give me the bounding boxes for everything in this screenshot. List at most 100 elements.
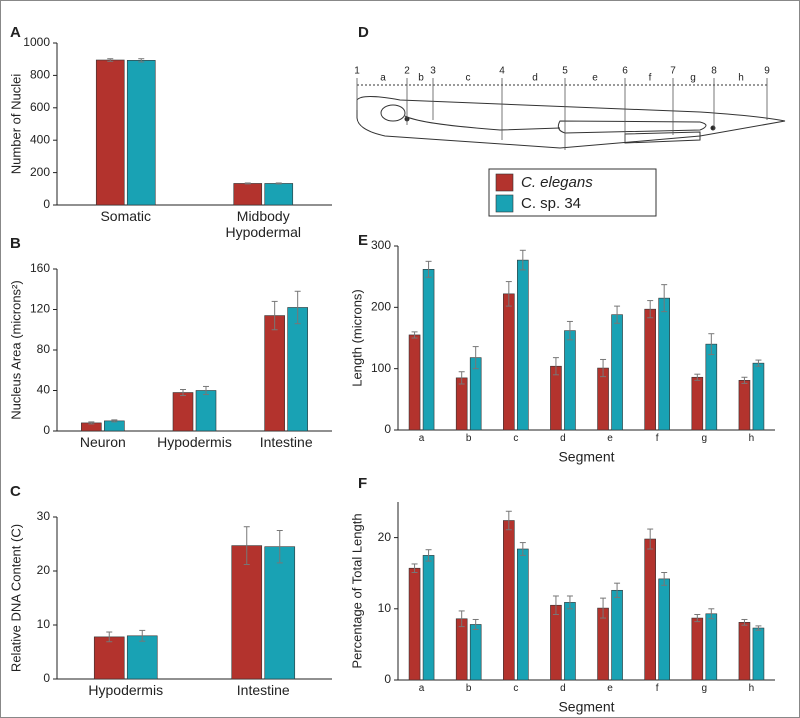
worm-body (356, 96, 786, 149)
bar (93, 636, 125, 680)
bar (195, 390, 217, 432)
x-axis-label: Segment (558, 449, 614, 465)
y-tick-label: 1000 (23, 35, 50, 49)
bar (611, 589, 623, 681)
bar (126, 60, 156, 206)
legend-box (488, 168, 657, 217)
boundary-label: 7 (670, 66, 676, 77)
error-bar (614, 582, 621, 598)
error-bar (505, 510, 512, 531)
bar (408, 567, 421, 681)
x-tick-label-box: g (701, 433, 708, 444)
segment-label: c (466, 73, 471, 84)
bar (264, 183, 294, 206)
panel-label: A (10, 24, 21, 41)
bar (644, 308, 656, 431)
x-tick-label: g (701, 683, 708, 694)
y-tick-label: 0 (43, 671, 50, 685)
bar (738, 380, 751, 431)
bar (231, 545, 263, 680)
error-bar (519, 542, 526, 556)
error-bar (600, 597, 607, 619)
x-tick-label-box: h (748, 683, 755, 694)
bar (752, 627, 765, 681)
error-bar (107, 58, 114, 62)
error-bar (294, 290, 301, 325)
legend-label: C. elegans (521, 174, 593, 191)
x-tick-label-box: h (748, 433, 755, 444)
x-tick-label: Midbody Hypodermal (225, 208, 301, 240)
x-tick-label: f (655, 683, 659, 694)
segment-label: f (649, 73, 652, 84)
error-bar (647, 528, 654, 550)
boundary-label: 5 (562, 66, 568, 77)
x-tick-label-box: b (466, 433, 472, 444)
x-tick-label: a (418, 433, 425, 444)
error-bar (552, 357, 559, 376)
bar (691, 376, 704, 431)
y-tick-label: 160 (30, 261, 50, 275)
x-tick-label-box: Hypodermis (157, 434, 232, 450)
x-tick-label: d (560, 683, 566, 694)
error-bar (661, 571, 668, 586)
error-bar (106, 631, 113, 643)
error-bar (661, 284, 668, 313)
legend (488, 168, 657, 217)
error-bar (139, 629, 146, 642)
error-bar (425, 260, 432, 278)
y-axis-label: Nucleus Area (microns²) (8, 280, 23, 419)
y-axis-label: Length (microns) (349, 289, 364, 387)
y-axis-label: Number of Nuclei (8, 74, 23, 175)
y-tick-label: 100 (371, 361, 391, 375)
y-tick-label: 200 (371, 300, 391, 314)
panel-label: C (10, 483, 21, 500)
legend-swatch (495, 194, 514, 213)
error-bar (458, 371, 465, 385)
bar (691, 617, 704, 681)
error-bar (180, 388, 186, 397)
segment-label: e (592, 73, 598, 84)
x-tick-label: Hypodermis (157, 434, 232, 450)
x-tick-label-box: Neuron (80, 434, 126, 450)
bar (469, 624, 482, 681)
x-tick-label: e (607, 433, 613, 444)
bar (597, 367, 609, 431)
segment-label: g (690, 73, 696, 84)
error-bar (88, 421, 95, 425)
y-tick-label: 800 (30, 68, 50, 82)
error-bar (566, 595, 573, 610)
y-axis-label: Percentage of Total Length (349, 513, 364, 668)
x-tick-label-box: b (466, 683, 472, 694)
bar (287, 307, 308, 432)
error-bar (694, 373, 701, 381)
x-tick-label-box: a (419, 683, 425, 694)
bar (503, 293, 515, 431)
error-bar (708, 333, 715, 356)
error-bar (411, 563, 418, 573)
y-tick-label: 300 (371, 238, 391, 252)
bar (126, 635, 158, 680)
error-bar (138, 58, 145, 63)
gonad (557, 120, 707, 134)
y-tick-label: 0 (384, 422, 391, 436)
bar (658, 578, 670, 681)
y-tick-label: 20 (378, 530, 392, 544)
y-tick-label: 400 (30, 132, 50, 146)
gut-line (404, 115, 561, 131)
error-bar (271, 300, 278, 331)
panel-label: E (358, 232, 368, 249)
y-tick-label: 0 (384, 672, 391, 686)
x-tick-label: Somatic (100, 208, 152, 224)
error-bar (411, 331, 418, 339)
error-bar (275, 182, 282, 185)
x-tick-label: h (748, 433, 755, 444)
x-tick-label-box: Intestine (260, 434, 313, 450)
x-tick-label: h (748, 683, 755, 694)
y-tick-label: 120 (30, 302, 50, 316)
x-tick-label: g (701, 433, 708, 444)
x-tick-label: e (607, 683, 613, 694)
bar (738, 622, 751, 681)
y-tick-label: 80 (37, 342, 51, 356)
